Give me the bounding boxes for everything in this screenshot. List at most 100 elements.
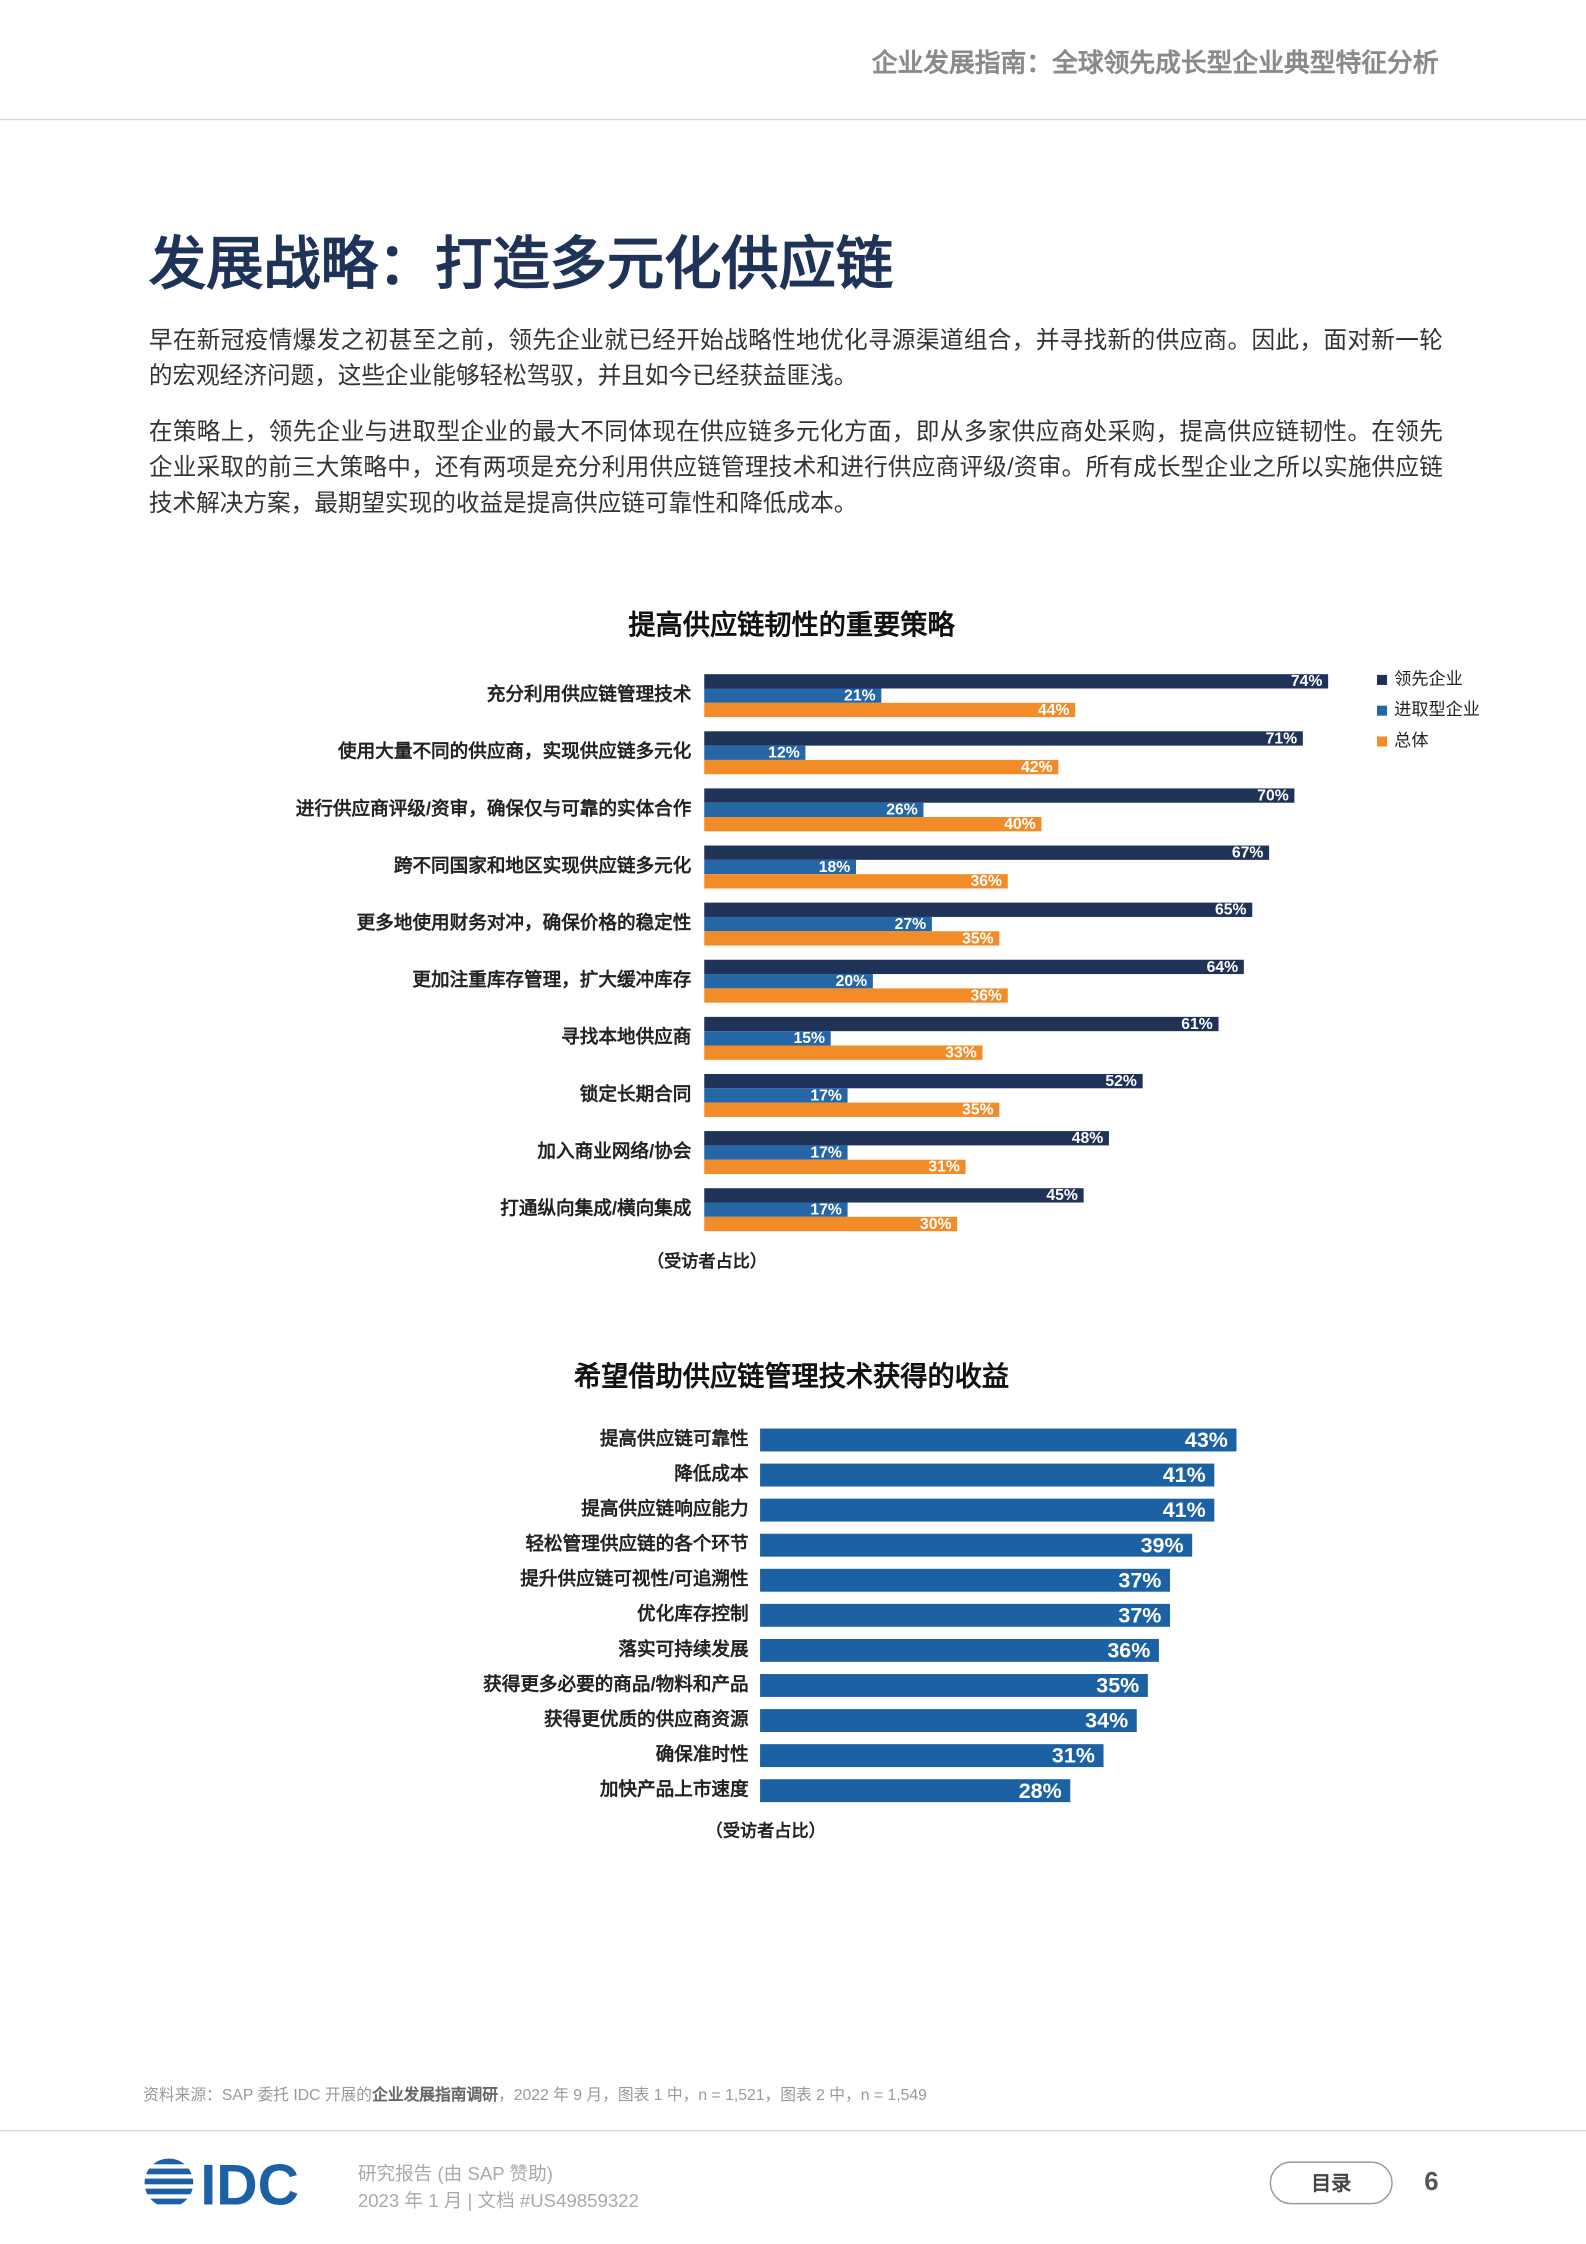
divider (0, 2129, 1586, 2132)
value-label: 17% (810, 1202, 842, 1219)
value-label: 52% (1105, 1073, 1137, 1090)
value-label: 35% (962, 1102, 994, 1119)
bar (704, 688, 882, 703)
category-label: 更多地使用财务对冲，确保价格的稳定性 (357, 912, 692, 933)
legend-label: 进取型企业 (1394, 699, 1480, 719)
value-label: 71% (1266, 730, 1298, 747)
value-label: 31% (928, 1159, 960, 1176)
bar (704, 1088, 848, 1103)
value-label: 42% (1021, 759, 1053, 776)
source-text: ，2022 年 9 月，图表 1 中，n = 1,521，图表 2 中，n = … (498, 2086, 927, 2105)
bar (760, 1498, 1215, 1522)
axis-label: （受访者占比） (706, 1821, 826, 1841)
category-label: 轻松管理供应链的各个环节 (525, 1533, 748, 1554)
legend-swatch (1377, 736, 1388, 747)
bar (704, 702, 1076, 718)
value-label: 28% (1019, 1779, 1062, 1803)
value-label: 35% (962, 930, 994, 947)
footer-text: 2023 年 1 月 | 文档 #US49859322 (357, 2190, 639, 2212)
category-label: 提高供应链可靠性 (600, 1428, 749, 1449)
bar (704, 802, 924, 818)
category-label: 寻找本地供应商 (561, 1026, 691, 1047)
source-note: 资料来源：SAP 委托 IDC 开展的企业发展指南调研，2022 年 9 月，图… (143, 2083, 927, 2106)
bar (704, 817, 1042, 832)
axis-label: （受访者占比） (647, 1251, 767, 1271)
bar (704, 1202, 848, 1217)
value-label: 36% (971, 987, 1003, 1004)
category-label: 加快产品上市速度 (599, 1779, 749, 1800)
value-label: 36% (1107, 1639, 1150, 1663)
divider (0, 118, 1586, 121)
category-label: 获得更多必要的商品/物料和产品 (483, 1673, 748, 1694)
page-number: 6 (1424, 2167, 1439, 2196)
bar (704, 902, 1253, 917)
category-label: 提高供应链响应能力 (581, 1498, 748, 1519)
value-label: 39% (1141, 1533, 1184, 1557)
chart-title: 提高供应链韧性的重要策略 (628, 609, 955, 640)
bar (704, 859, 857, 875)
category-label: 更加注重库存管理，扩大缓冲库存 (412, 969, 691, 990)
chart-title: 希望借助供应链管理技术获得的收益 (574, 1361, 1009, 1392)
legend-swatch (1377, 705, 1388, 716)
category-label: 降低成本 (674, 1463, 749, 1484)
value-label: 31% (1052, 1744, 1095, 1768)
bar (704, 988, 1008, 1003)
category-label: 获得更优质的供应商资源 (544, 1708, 749, 1729)
bar (760, 1568, 1170, 1592)
value-label: 15% (793, 1030, 825, 1047)
value-label: 27% (895, 916, 927, 933)
value-label: 45% (1046, 1187, 1078, 1204)
category-label: 跨不同国家和地区实现供应链多元化 (394, 855, 692, 876)
value-label: 36% (971, 873, 1003, 890)
value-label: 65% (1215, 902, 1247, 919)
bar (704, 731, 1303, 746)
value-label: 67% (1232, 845, 1264, 862)
bar (704, 1216, 958, 1232)
category-label: 优化库存控制 (637, 1603, 749, 1624)
bar (704, 1016, 1219, 1032)
bar (704, 1145, 848, 1160)
legend-label: 总体 (1394, 730, 1428, 750)
paragraph: 早在新冠疫情爆发之初甚至之前，领先企业就已经开始战略性地优化寻源渠道组合，并寻找… (148, 327, 1443, 390)
page-title: 发展战略：打造多元化供应链 (148, 233, 894, 297)
bar (704, 974, 873, 989)
value-label: 64% (1207, 959, 1239, 976)
value-label: 40% (1004, 816, 1036, 833)
bar (704, 1102, 1000, 1117)
legend-label: 领先企业 (1394, 668, 1463, 688)
value-label: 61% (1181, 1016, 1213, 1033)
value-label: 74% (1291, 673, 1323, 690)
value-label: 37% (1118, 1568, 1161, 1592)
bar (704, 874, 1008, 889)
idc-logo: IDC (144, 2154, 299, 2217)
category-label: 进行供应商评级/资审，确保仅与可靠的实体合作 (296, 798, 692, 819)
category-label: 确保准时性 (656, 1744, 749, 1765)
category-label: 落实可持续发展 (618, 1638, 749, 1659)
bar (760, 1428, 1237, 1452)
bar (760, 1779, 1071, 1803)
bar (704, 845, 1270, 860)
value-label: 70% (1257, 787, 1289, 804)
category-label: 充分利用供应链管理技术 (487, 684, 692, 705)
value-label: 41% (1163, 1463, 1206, 1487)
value-label: 17% (810, 1087, 842, 1104)
category-label: 锁定长期合同 (580, 1083, 692, 1104)
value-label: 26% (886, 802, 918, 819)
toc-button[interactable]: 目录 (1269, 2161, 1393, 2205)
value-label: 48% (1072, 1130, 1104, 1147)
bar (760, 1674, 1148, 1697)
source-text: 企业发展指南调研 (372, 2086, 499, 2105)
value-label: 21% (844, 688, 876, 705)
bar (704, 916, 932, 932)
bar (704, 1045, 983, 1060)
footer-text: 研究报告 (由 SAP 赞助) (357, 2162, 553, 2185)
value-label: 17% (810, 1144, 842, 1161)
value-label: 18% (819, 859, 851, 876)
running-title: 企业发展指南：全球领先成长型企业典型特征分析 (871, 48, 1439, 78)
category-label: 使用大量不同的供应商，实现供应链多元化 (337, 741, 692, 762)
legend-swatch (1377, 674, 1388, 685)
value-label: 30% (920, 1216, 952, 1233)
